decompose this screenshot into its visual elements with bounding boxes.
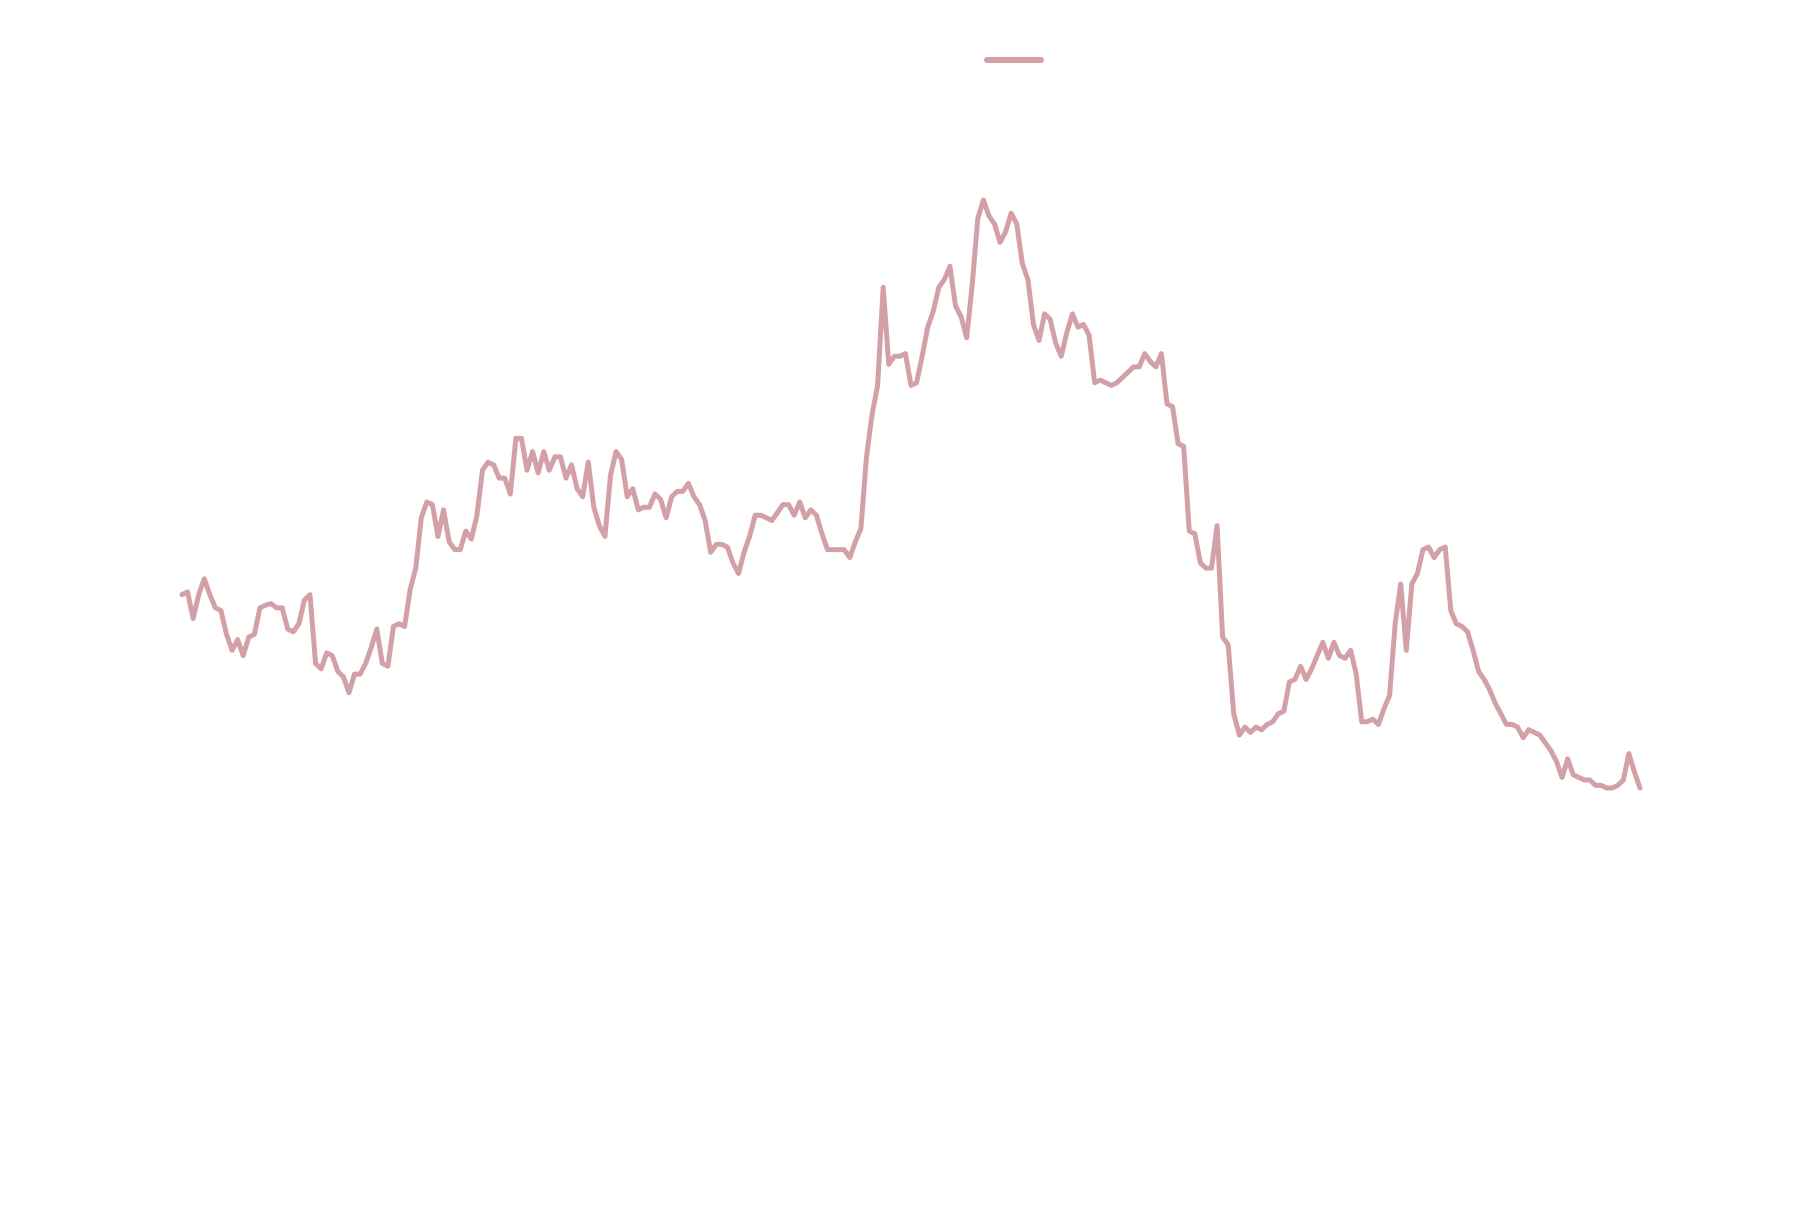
plot-area	[179, 197, 1643, 791]
series-line-0	[179, 197, 1643, 791]
